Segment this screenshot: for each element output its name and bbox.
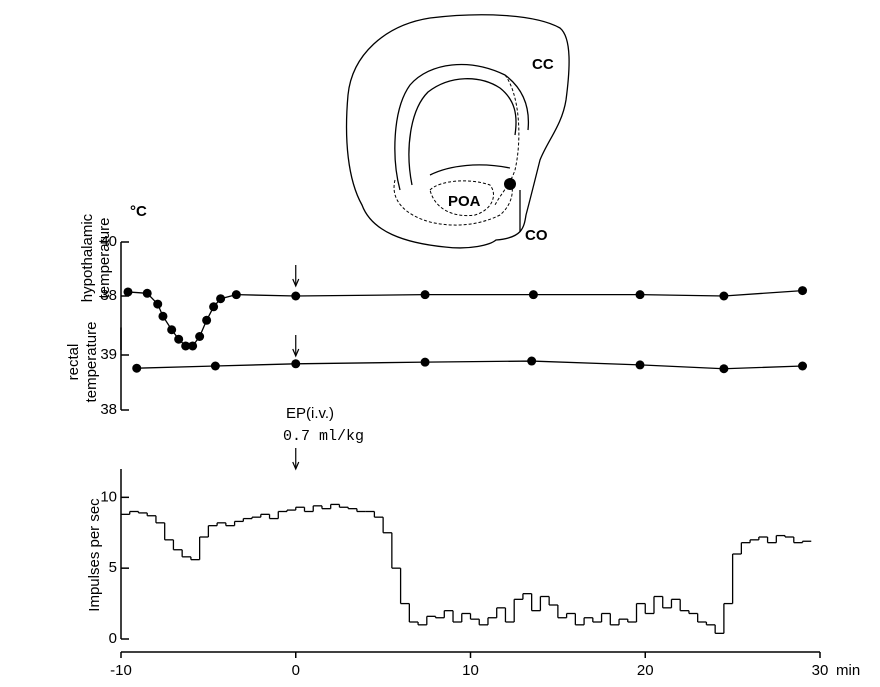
data-point — [291, 359, 301, 369]
region-label: CC — [532, 56, 554, 73]
recording-site — [504, 178, 516, 190]
data-point — [123, 287, 133, 297]
x-axis-unit: min — [836, 662, 860, 679]
data-point — [528, 290, 538, 300]
data-point — [209, 302, 219, 312]
data-point — [202, 315, 212, 325]
data-point — [420, 290, 430, 300]
data-point — [798, 286, 808, 296]
annotation: EP(i.v.) — [286, 405, 334, 422]
region-label: CO — [525, 227, 548, 244]
data-point — [231, 290, 241, 300]
annotation: 0.7 ml/kg — [283, 428, 364, 445]
data-point — [188, 341, 198, 351]
data-point — [132, 363, 142, 373]
data-point — [635, 360, 645, 370]
region-label: POA — [448, 193, 481, 210]
x-tick-label: 20 — [637, 662, 654, 679]
y-tick-label: 10 — [100, 488, 117, 505]
data-point — [527, 356, 537, 366]
y-tick-label: 0 — [109, 630, 117, 647]
y-tick-label: 38 — [100, 287, 117, 304]
data-point — [216, 294, 226, 304]
data-point — [798, 361, 808, 371]
event-arrowhead — [292, 461, 300, 471]
x-tick-label: -10 — [110, 662, 132, 679]
data-line — [127, 289, 803, 347]
data-point — [291, 291, 301, 301]
y-axis-unit: °C — [130, 203, 147, 220]
data-point — [142, 288, 152, 298]
data-point — [420, 357, 430, 367]
data-point — [719, 291, 729, 301]
data-point — [158, 311, 168, 321]
y-axis-label: hypothalamic — [79, 213, 96, 302]
data-point — [181, 341, 191, 351]
brain-section: CC POA CO — [345, 14, 570, 249]
data-point — [635, 290, 645, 300]
data-point — [210, 361, 220, 371]
y-tick-label: 5 — [109, 559, 117, 576]
y-axis-label: temperature — [96, 218, 113, 299]
data-point — [195, 332, 205, 341]
event-arrowhead — [292, 278, 300, 288]
y-tick-label: 39 — [100, 346, 117, 363]
data-point — [719, 364, 729, 374]
y-tick-label: 38 — [100, 401, 117, 418]
y-tick-label: 40 — [100, 233, 117, 250]
x-tick-label: 30 — [812, 662, 829, 679]
event-arrowhead — [292, 348, 300, 358]
data-point — [153, 299, 163, 309]
x-tick-label: 10 — [462, 662, 479, 679]
data-line — [136, 360, 803, 370]
y-axis-label: Impulses per sec — [86, 498, 103, 612]
x-tick-label: 0 — [292, 662, 300, 679]
data-point — [167, 325, 177, 335]
y-axis-label: temperature — [83, 322, 100, 403]
y-axis-label: rectal — [65, 344, 82, 381]
data-point — [174, 334, 184, 344]
